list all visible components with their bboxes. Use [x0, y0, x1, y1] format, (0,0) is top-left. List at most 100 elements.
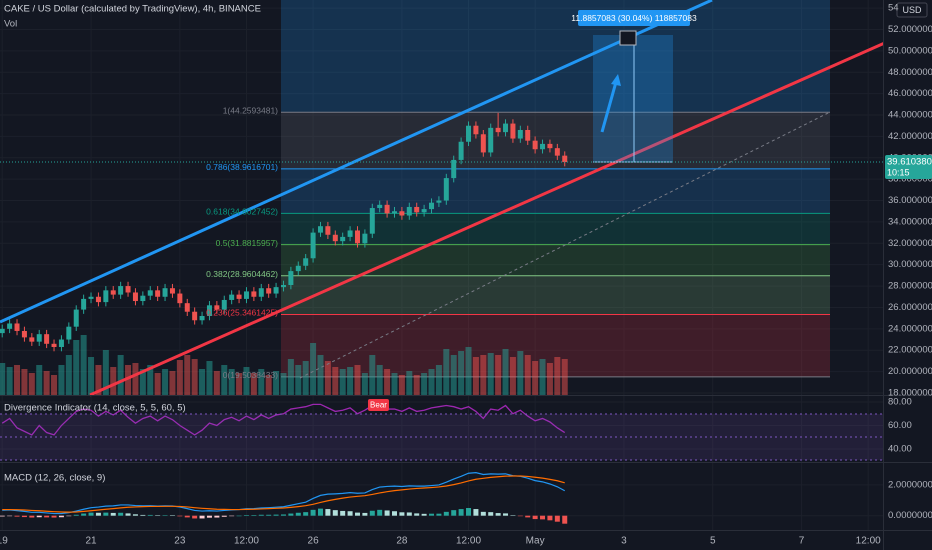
volume-bar [199, 369, 206, 395]
macd-histogram [510, 515, 516, 516]
y-tick-label: 80.00 [888, 397, 912, 408]
macd-histogram [414, 513, 420, 516]
arrow-shaft[interactable] [600, 81, 618, 133]
volume-bar [6, 367, 13, 395]
volume-bar [51, 375, 58, 395]
volume-label: Vol [4, 19, 17, 30]
volume-bar [354, 365, 361, 395]
volume-bar [14, 365, 21, 395]
volume-bar [58, 365, 65, 395]
volume-bar [458, 351, 465, 395]
volume-bar [154, 373, 161, 395]
y-tick-label: 28.0000000 [888, 281, 932, 292]
candle-body [110, 290, 116, 295]
y-tick-label: 26.0000000 [888, 302, 932, 313]
candle-body [317, 226, 323, 233]
candle-body [280, 284, 286, 288]
macd-histogram [399, 512, 405, 516]
position-handle[interactable] [619, 30, 637, 46]
macd-histogram [155, 515, 161, 516]
macd-histogram [354, 512, 360, 516]
macd-histogram [140, 514, 146, 516]
candle-body [525, 129, 531, 141]
candle-body [184, 303, 190, 312]
macd-histogram [406, 512, 412, 516]
volume-bar [517, 351, 524, 395]
volume-bar [465, 347, 472, 395]
macd-histogram [36, 515, 42, 518]
fib-extension-zone [281, 0, 830, 113]
arrow-head [611, 74, 621, 86]
channel-upper[interactable] [0, 0, 713, 324]
candle-body [7, 323, 13, 329]
candle-body [547, 143, 553, 149]
candle-body [258, 288, 264, 297]
macd-histogram [540, 515, 546, 520]
y-tick-label: 18.0000000 [888, 387, 932, 398]
volume-bar [502, 349, 509, 395]
candle-body [95, 296, 101, 303]
macd-histogram [429, 513, 435, 516]
macd-histogram [221, 515, 227, 517]
macd-histogram [192, 515, 198, 519]
fib-label: 0.786(38.9616701) [206, 162, 278, 172]
macd-histogram [488, 512, 494, 516]
macd-histogram [532, 515, 538, 520]
volume-bar [273, 371, 280, 395]
macd-histogram [310, 509, 316, 516]
volume-bar [509, 357, 516, 395]
macd-histogram [443, 511, 449, 516]
volume-bar [184, 355, 191, 395]
candle-body [214, 305, 220, 310]
macd-macd-line [2, 472, 566, 515]
volume-bar [554, 357, 561, 395]
x-tick-label: May [526, 536, 545, 547]
macd-histogram [517, 515, 523, 517]
macd-histogram [280, 514, 286, 516]
y-tick-label: 36.0000000 [888, 195, 932, 206]
volume-bar [347, 367, 354, 395]
trend-dashed[interactable] [299, 111, 831, 379]
volume-bar [413, 375, 420, 395]
x-tick-label: 19 [0, 536, 8, 547]
volume-bar [139, 369, 146, 395]
volume-bar [176, 360, 183, 395]
candle-body [384, 204, 390, 214]
macd-histogram [125, 513, 131, 516]
candle-body [443, 178, 449, 201]
macd-histogram [81, 513, 87, 516]
macd-histogram [251, 515, 257, 516]
candle-body [243, 291, 249, 299]
candle-body [177, 293, 183, 304]
y-tick-label: 0.0000000 [888, 510, 932, 521]
currency-badge[interactable] [896, 2, 928, 18]
candle-body [132, 292, 138, 302]
price-axis-bg [883, 0, 932, 550]
time-axis-bg [0, 531, 932, 550]
volume-bar [384, 369, 391, 395]
candle-body [517, 129, 523, 139]
candle-body [399, 211, 405, 216]
long-position-target[interactable] [593, 35, 673, 162]
volume-bar [398, 375, 405, 395]
candle-body [429, 202, 435, 210]
macd-histogram [21, 515, 27, 518]
channel-lower[interactable] [89, 20, 932, 397]
macd-histogram [29, 515, 35, 518]
candle-body [229, 294, 235, 300]
x-tick-label: 5 [710, 536, 716, 547]
volume-bar [73, 340, 80, 395]
y-tick-label: 48.0000000 [888, 67, 932, 78]
candle-body [140, 295, 146, 302]
macd-histogram [236, 515, 242, 517]
candle-body [266, 288, 272, 294]
macd-histogram [73, 514, 79, 516]
macd-histogram [169, 515, 175, 516]
macd-histogram [332, 510, 338, 516]
volume-bar [324, 361, 331, 395]
macd-histogram [392, 511, 398, 516]
volume-bar [80, 335, 87, 395]
volume-bar [280, 373, 287, 395]
candle-body [29, 337, 35, 342]
